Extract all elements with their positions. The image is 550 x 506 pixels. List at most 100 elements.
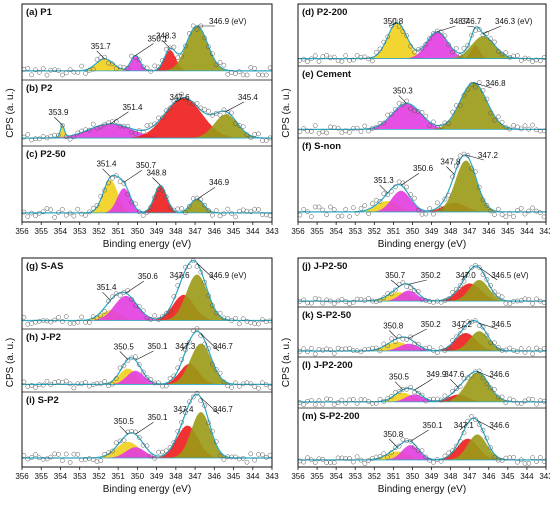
peak-label: 350.2 xyxy=(421,320,442,329)
y-axis-label: CPS (a. u.) xyxy=(5,338,16,387)
peak-label: 346.5 (eV) xyxy=(491,271,529,280)
data-point xyxy=(198,398,204,403)
data-point xyxy=(206,44,211,50)
peak-leader-line xyxy=(398,95,407,104)
data-point xyxy=(339,346,345,352)
data-point xyxy=(252,206,258,212)
data-point xyxy=(457,384,463,389)
data-point xyxy=(408,384,413,390)
data-point xyxy=(335,345,341,351)
data-point xyxy=(171,440,177,445)
data-point xyxy=(320,401,326,407)
data-point xyxy=(148,204,154,210)
data-point xyxy=(60,319,65,324)
data-point xyxy=(252,131,258,137)
panel-sample-name: P2 xyxy=(41,83,53,94)
data-point xyxy=(179,53,184,59)
peak-leader-line xyxy=(410,429,429,442)
data-point xyxy=(221,62,227,68)
data-point xyxy=(113,376,119,381)
data-point xyxy=(453,163,459,169)
data-point xyxy=(40,209,46,215)
x-tick-label: 345 xyxy=(227,227,241,236)
panel-letter: (g) xyxy=(26,261,41,272)
peak-leader-line xyxy=(477,420,496,431)
data-point xyxy=(33,319,38,325)
data-point xyxy=(347,397,352,403)
panel-label: (f) S-non xyxy=(302,141,341,152)
data-point xyxy=(480,324,486,330)
data-point xyxy=(381,191,387,197)
peak-label: 353.9 xyxy=(48,108,69,117)
data-point xyxy=(160,314,165,319)
data-point xyxy=(343,456,349,461)
data-point xyxy=(240,316,246,322)
data-point xyxy=(175,283,181,288)
chart-block-3: (g) S-AS 351.4 350.6 347.6 346.9 (eV) (h) J-P… xyxy=(5,257,279,495)
data-point xyxy=(210,361,215,367)
x-tick-label: 347 xyxy=(188,472,202,481)
data-point xyxy=(347,346,352,351)
data-point xyxy=(446,296,452,302)
data-point xyxy=(465,319,471,325)
data-point xyxy=(60,123,65,128)
data-point xyxy=(312,53,318,59)
data-point xyxy=(507,345,513,351)
data-point xyxy=(94,57,100,63)
data-point xyxy=(244,208,250,214)
data-point xyxy=(377,120,383,126)
data-point xyxy=(202,341,208,347)
data-point xyxy=(392,445,398,451)
data-point xyxy=(190,394,196,400)
peak-label: 347.8 xyxy=(440,157,461,166)
data-point xyxy=(121,363,127,369)
data-point xyxy=(233,121,238,126)
peak-leader-line xyxy=(161,40,171,49)
data-point xyxy=(163,311,169,316)
data-point xyxy=(79,381,84,387)
data-point xyxy=(60,458,65,463)
data-point xyxy=(492,454,497,460)
data-point xyxy=(190,23,196,29)
data-point xyxy=(377,348,383,354)
data-point xyxy=(480,375,486,381)
data-point xyxy=(450,448,455,454)
data-point xyxy=(312,123,318,128)
peak-label: 347.6 xyxy=(170,271,191,280)
data-point xyxy=(233,315,238,321)
data-point xyxy=(507,126,513,132)
panel-letter: (h) xyxy=(26,332,41,343)
data-point xyxy=(44,135,50,141)
data-point xyxy=(221,315,227,321)
peak-leader-line xyxy=(473,82,492,89)
data-point xyxy=(408,43,413,49)
data-point xyxy=(163,46,169,52)
data-point xyxy=(331,207,337,212)
peak-label: 347.0 xyxy=(456,271,477,280)
x-tick-label: 354 xyxy=(329,472,343,481)
data-point xyxy=(152,455,158,461)
data-point xyxy=(79,63,84,69)
panel-sample-name: J-P2-200 xyxy=(314,360,353,371)
data-point xyxy=(190,196,196,201)
data-point xyxy=(152,313,158,318)
data-point xyxy=(480,427,486,433)
peak-label: 350.5 xyxy=(114,342,135,351)
data-point xyxy=(381,120,387,126)
panel-sample-name: S-P2 xyxy=(38,395,59,406)
data-point xyxy=(63,212,69,218)
peak-fill-350.3 xyxy=(298,103,546,130)
peak-leader-line xyxy=(408,279,427,285)
peak-fill-346.5 xyxy=(298,280,546,302)
data-point xyxy=(362,298,368,303)
data-point xyxy=(503,300,509,306)
data-point xyxy=(48,454,54,460)
block-frame xyxy=(297,3,547,223)
data-point xyxy=(373,400,379,406)
peak-leader-line xyxy=(102,168,111,177)
data-point xyxy=(56,68,61,74)
data-point xyxy=(461,45,467,51)
data-point xyxy=(171,98,177,104)
